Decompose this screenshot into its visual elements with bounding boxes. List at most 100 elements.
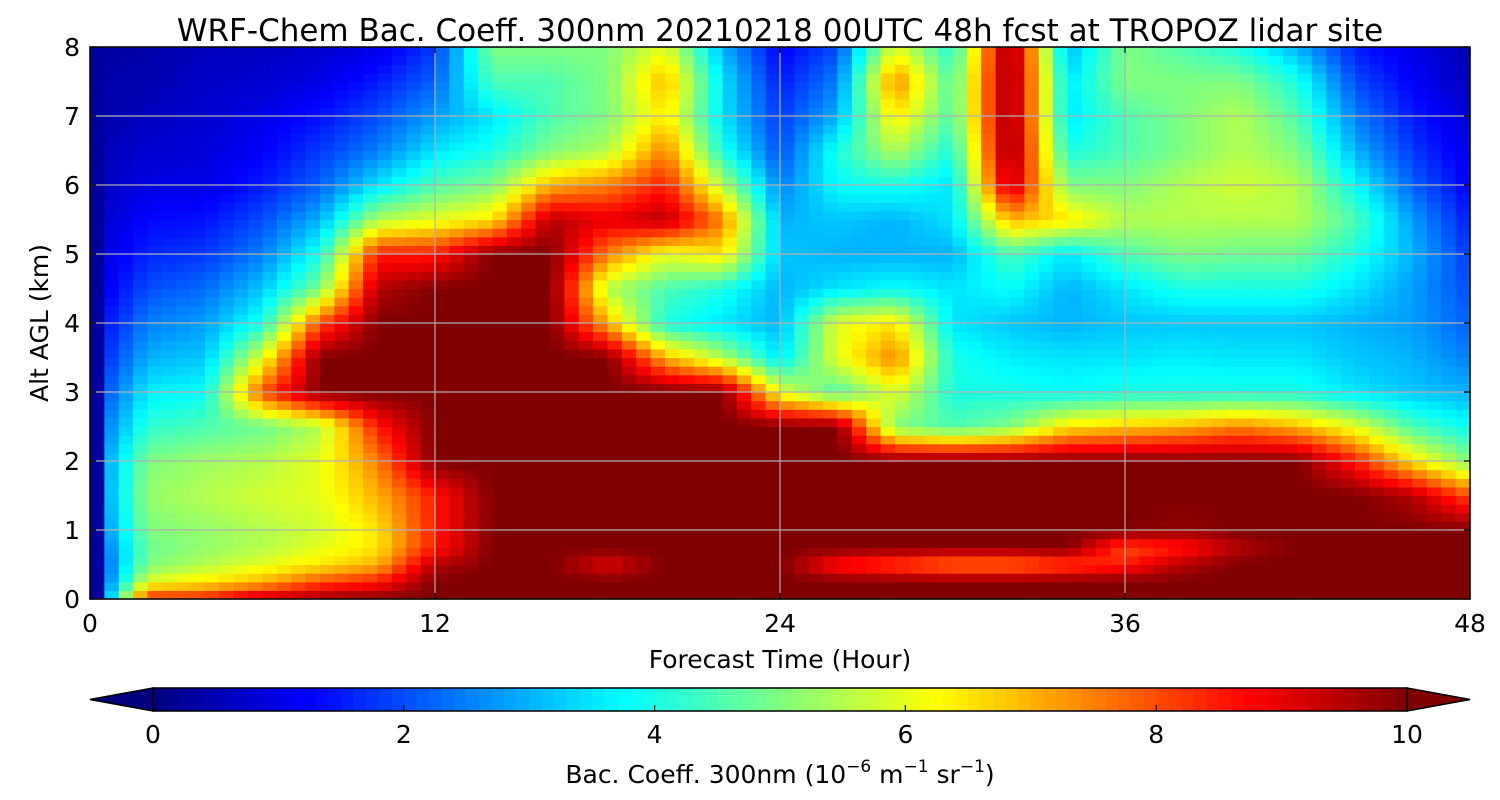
heatmap-cell bbox=[564, 288, 580, 298]
heatmap-cell bbox=[1182, 124, 1198, 134]
heatmap-cell bbox=[1053, 262, 1069, 272]
heatmap-cell bbox=[219, 590, 235, 600]
heatmap-cell bbox=[952, 141, 968, 152]
heatmap-cell bbox=[334, 340, 350, 350]
heatmap-cell bbox=[909, 348, 925, 359]
heatmap-cell bbox=[607, 98, 623, 108]
heatmap-cell bbox=[161, 314, 177, 324]
heatmap-cell bbox=[104, 81, 120, 91]
heatmap-cell bbox=[1010, 219, 1025, 229]
heatmap-cell bbox=[147, 90, 163, 100]
heatmap-cell bbox=[1010, 72, 1025, 83]
heatmap-cell bbox=[535, 478, 551, 488]
heatmap-cell bbox=[578, 236, 594, 246]
heatmap-cell bbox=[851, 478, 867, 488]
heatmap-cell bbox=[808, 81, 824, 91]
heatmap-cell bbox=[607, 366, 623, 376]
heatmap-cell bbox=[420, 124, 436, 134]
heatmap-cell bbox=[880, 443, 896, 453]
heatmap-cell bbox=[262, 202, 278, 212]
heatmap-cell bbox=[708, 219, 724, 229]
heatmap-cell bbox=[449, 159, 465, 169]
heatmap-cell bbox=[923, 435, 939, 445]
heatmap-cell bbox=[1153, 435, 1169, 445]
heatmap-cell bbox=[1010, 426, 1025, 436]
heatmap-cell bbox=[492, 314, 508, 324]
heatmap-cell bbox=[722, 55, 738, 65]
heatmap-cell bbox=[895, 167, 910, 177]
heatmap-cell bbox=[1081, 366, 1097, 376]
heatmap-cell bbox=[1196, 400, 1212, 410]
heatmap-cell bbox=[1196, 581, 1212, 591]
heatmap-cell bbox=[1182, 116, 1198, 126]
heatmap-cell bbox=[880, 486, 896, 497]
heatmap-cell bbox=[765, 262, 781, 272]
heatmap-cell bbox=[981, 417, 997, 428]
heatmap-cell bbox=[305, 90, 321, 100]
heatmap-cell bbox=[334, 219, 350, 229]
heatmap-cell bbox=[506, 383, 522, 393]
heatmap-cell bbox=[866, 262, 882, 272]
heatmap-cell bbox=[90, 150, 105, 160]
heatmap-cell bbox=[1168, 392, 1184, 402]
heatmap-cell bbox=[1125, 357, 1140, 367]
heatmap-cell bbox=[133, 392, 149, 402]
heatmap-cell bbox=[938, 400, 954, 410]
heatmap-cell bbox=[693, 573, 709, 583]
heatmap-cell bbox=[506, 374, 522, 384]
heatmap-cell bbox=[320, 81, 335, 91]
heatmap-cell bbox=[866, 47, 882, 57]
heatmap-cell bbox=[1153, 64, 1169, 74]
heatmap-cell bbox=[1139, 426, 1155, 436]
heatmap-cell bbox=[305, 504, 321, 514]
heatmap-cell bbox=[593, 90, 609, 100]
heatmap-cell bbox=[1024, 167, 1040, 177]
heatmap-cell bbox=[780, 81, 795, 91]
heatmap-cell bbox=[391, 478, 407, 488]
heatmap-cell bbox=[880, 64, 896, 74]
heatmap-cell bbox=[578, 392, 594, 402]
heatmap-cell bbox=[1038, 443, 1054, 453]
heatmap-cell bbox=[966, 512, 982, 522]
heatmap-cell bbox=[722, 331, 738, 341]
heatmap-cell bbox=[981, 64, 997, 74]
heatmap-cell bbox=[751, 323, 767, 333]
heatmap-cell bbox=[1067, 392, 1083, 402]
heatmap-cell bbox=[248, 107, 264, 117]
heatmap-cell bbox=[1153, 245, 1169, 255]
heatmap-cell bbox=[564, 150, 580, 160]
heatmap-cell bbox=[535, 185, 551, 195]
heatmap-cell bbox=[248, 262, 264, 272]
heatmap-cell bbox=[176, 538, 192, 548]
heatmap-cell bbox=[1010, 512, 1025, 522]
heatmap-cell bbox=[1168, 590, 1184, 600]
heatmap-cell bbox=[1125, 581, 1140, 591]
heatmap-cell bbox=[593, 245, 609, 255]
heatmap-cell bbox=[564, 64, 580, 74]
heatmap-cell bbox=[593, 193, 609, 203]
heatmap-cell bbox=[1153, 262, 1169, 272]
heatmap-cell bbox=[880, 331, 896, 341]
heatmap-cell bbox=[435, 340, 450, 350]
heatmap-cell bbox=[866, 314, 882, 324]
heatmap-cell bbox=[406, 366, 422, 376]
heatmap-cell bbox=[564, 305, 580, 315]
heatmap-cell bbox=[478, 400, 494, 410]
heatmap-cell bbox=[593, 47, 609, 57]
heatmap-cell bbox=[966, 185, 982, 195]
heatmap-cell bbox=[104, 348, 120, 359]
heatmap-cell bbox=[1067, 64, 1083, 74]
heatmap-cell bbox=[449, 288, 465, 298]
heatmap-cell bbox=[607, 228, 623, 238]
heatmap-cell bbox=[262, 107, 278, 117]
heatmap-cell bbox=[837, 150, 853, 160]
heatmap-cell bbox=[219, 374, 235, 384]
heatmap-cell bbox=[449, 167, 465, 177]
heatmap-cell bbox=[276, 55, 292, 65]
heatmap-cell bbox=[377, 167, 393, 177]
heatmap-cell bbox=[463, 392, 479, 402]
heatmap-cell bbox=[118, 262, 134, 272]
heatmap-cell bbox=[966, 133, 982, 143]
heatmap-cell bbox=[650, 495, 666, 505]
heatmap-cell bbox=[650, 555, 666, 566]
